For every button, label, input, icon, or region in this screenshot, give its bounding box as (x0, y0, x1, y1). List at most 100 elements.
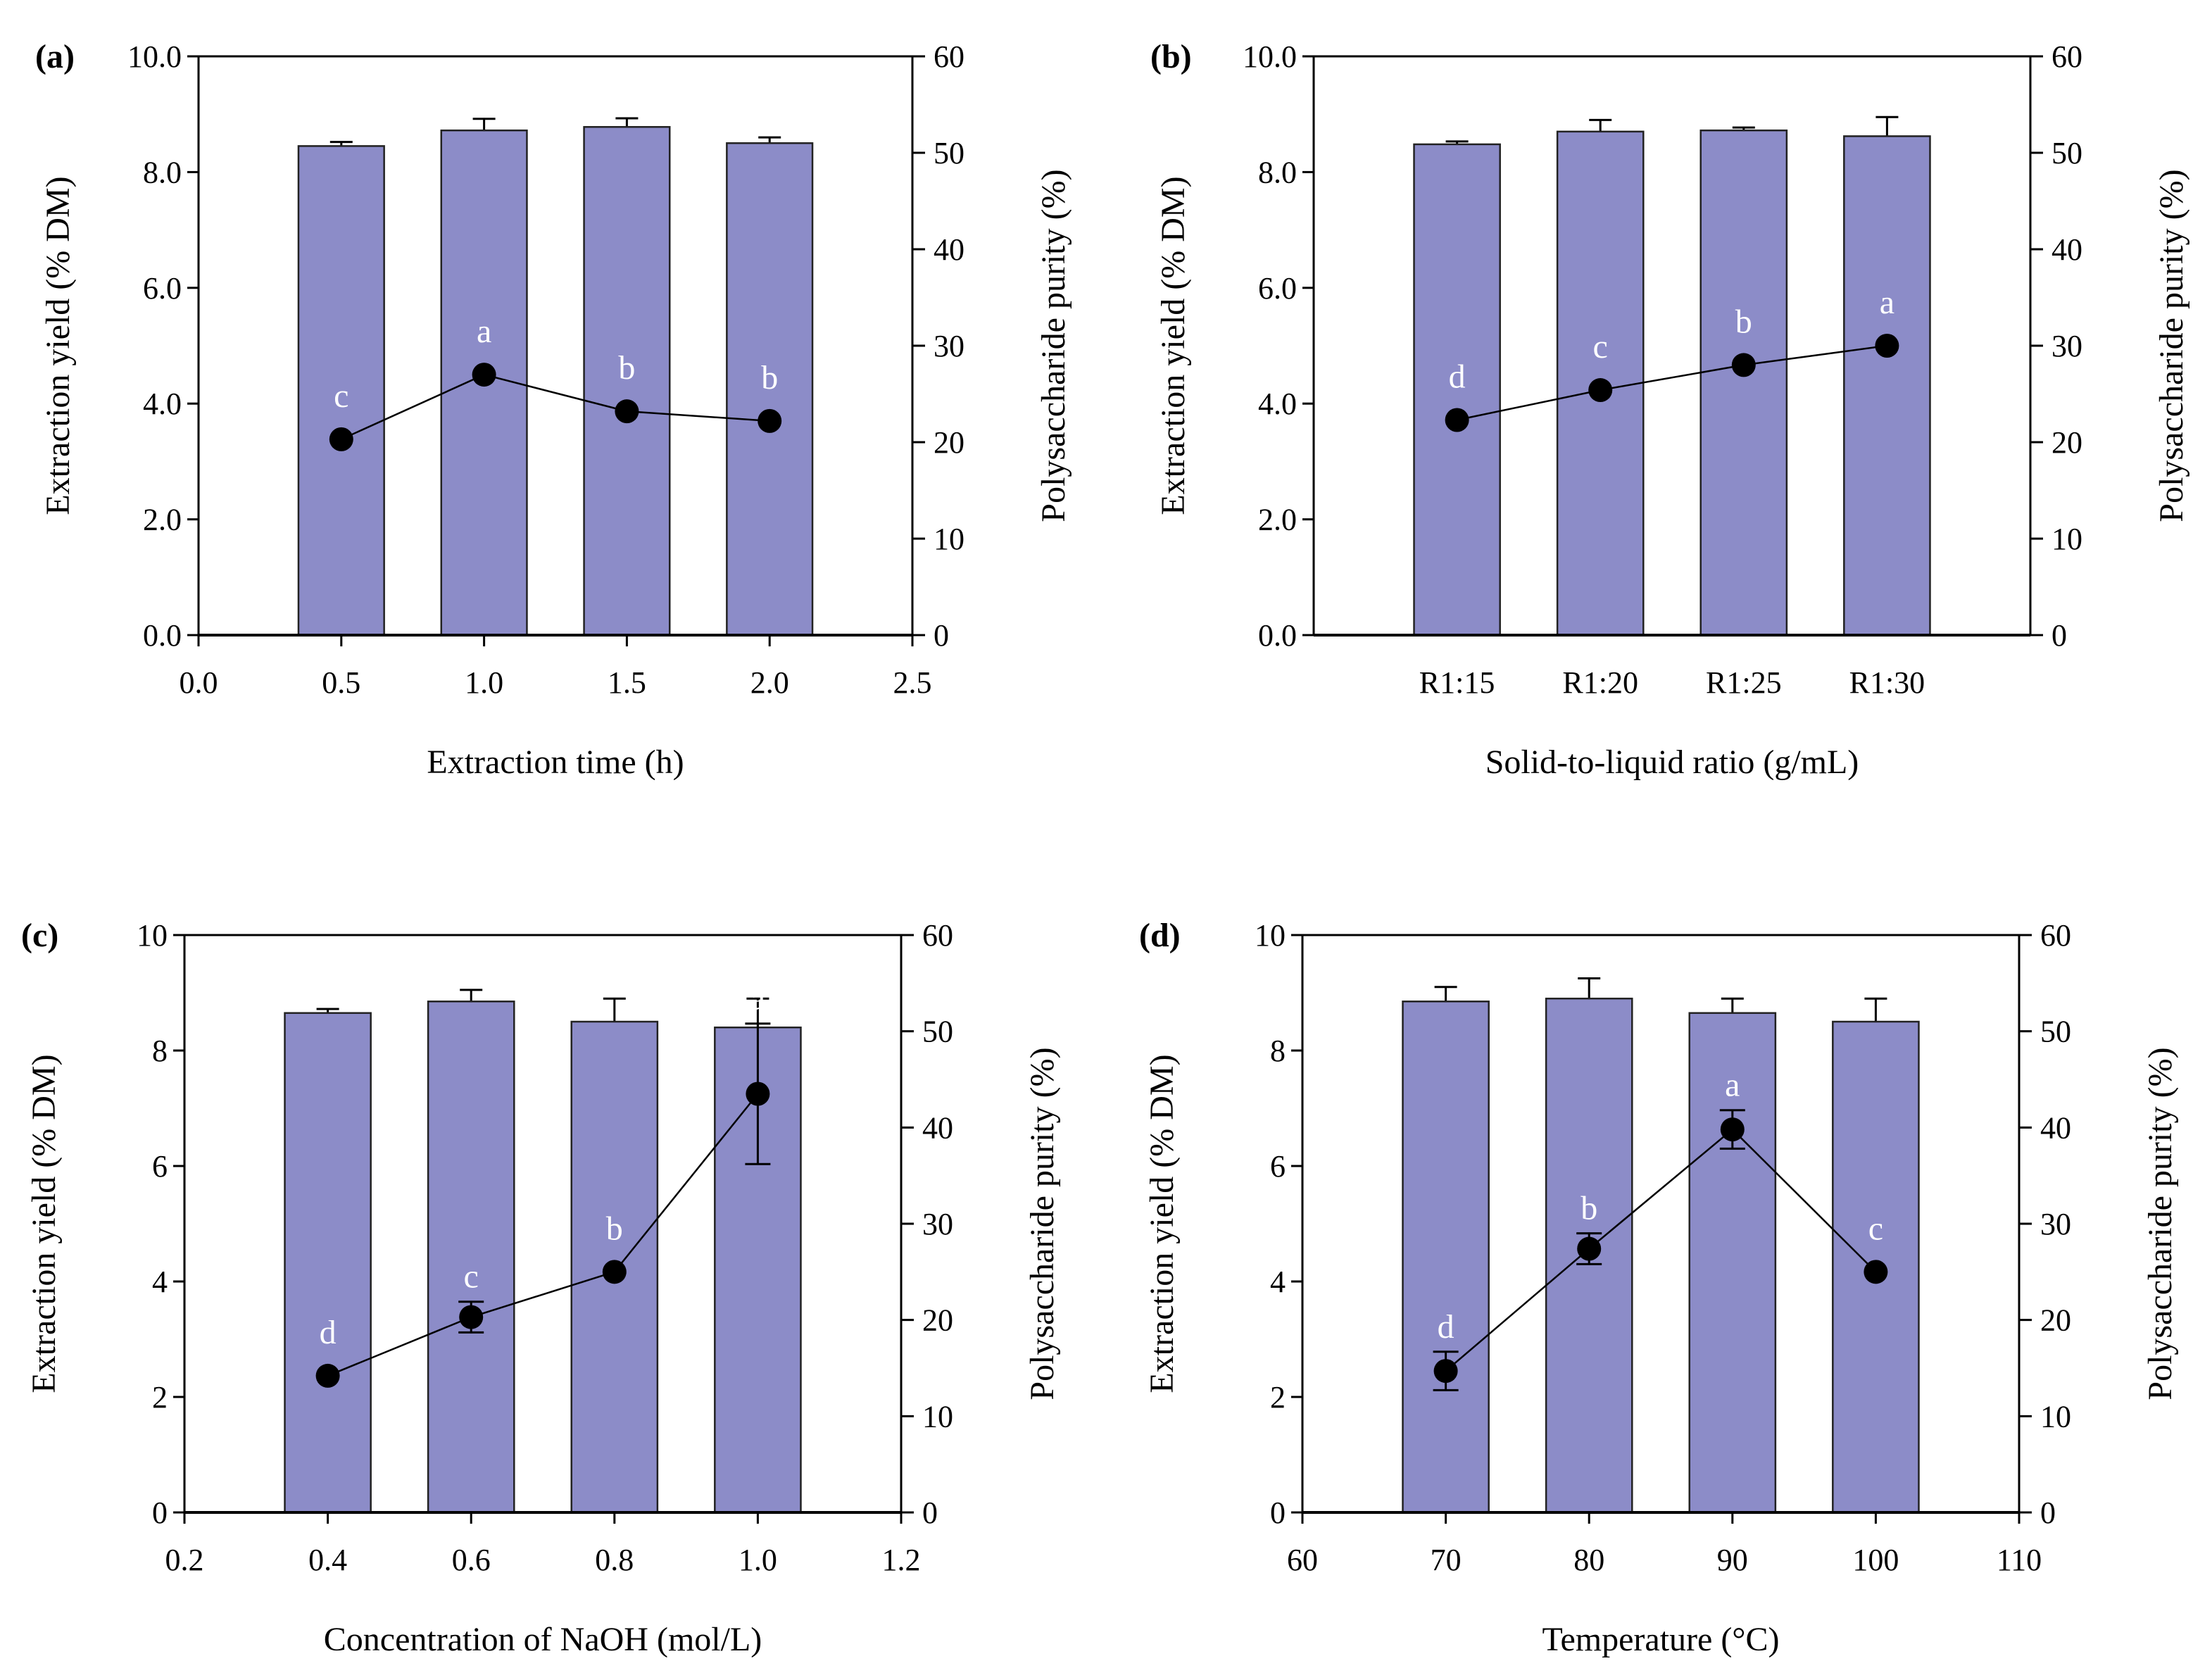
chart-panel-2: 0.0 2.0 4.0 6.0 8.0 10.0 0 10 20 30 40 50 60 R1:15 R1:… (1150, 38, 2190, 781)
y2-tick-label: 0 (934, 618, 949, 653)
y2-tick-label: 40 (922, 1110, 953, 1145)
x-tick-label: 1.5 (608, 665, 646, 700)
significance-letter: a (477, 313, 491, 350)
bar (1413, 143, 1501, 637)
y2-tick-label: 50 (2051, 136, 2082, 170)
x-tick-label: 0.0 (180, 665, 218, 700)
x-tick-label: 0.4 (308, 1543, 347, 1577)
purity-point (1433, 1359, 1458, 1384)
significance-letter: b (606, 1210, 623, 1247)
x-tick-label: 100 (1852, 1543, 1899, 1577)
y-tick-label: 0.0 (143, 618, 182, 653)
y-tick-label: 8.0 (143, 155, 182, 189)
y2-tick-label: 10 (922, 1399, 953, 1434)
x-category-label: R1:30 (1849, 665, 1925, 700)
purity-point (1875, 334, 1899, 358)
y-axis-title: Extraction yield (% DM) (25, 1054, 63, 1393)
x-tick-label: 60 (1287, 1543, 1318, 1577)
purity-point (615, 399, 639, 424)
y2-tick-label: 50 (2040, 1015, 2071, 1049)
y2-axis-title: Polysaccharide purity (%) (2142, 1047, 2179, 1400)
purity-point (472, 363, 496, 387)
chart-panel-3: 0 2 4 6 8 10 0 10 20 30 40 50 60 0.2 0.4 0.6 0.8 1.0 1.2 d c… (21, 917, 1061, 1658)
significance-letter: b (761, 359, 778, 396)
purity-line (341, 373, 770, 441)
x-tick-label: 70 (1431, 1543, 1462, 1577)
bar (427, 1001, 515, 1514)
x-axis-title: Extraction time (h) (427, 744, 684, 781)
significance-letter: d (1449, 358, 1466, 395)
purity-line (327, 1093, 759, 1377)
y2-tick-label: 40 (2040, 1110, 2071, 1145)
purity-point (1588, 378, 1613, 403)
y2-tick-label: 10 (2051, 522, 2082, 556)
purity-point (758, 408, 782, 433)
y-tick-label: 0 (152, 1496, 168, 1530)
significance-letter: b (618, 349, 635, 387)
bar (297, 145, 385, 637)
significance-letter: c (334, 377, 348, 415)
x-category-label: R1:25 (1706, 665, 1782, 700)
x-tick-label: 110 (1997, 1543, 2042, 1577)
y-axis-title: Extraction yield (% DM) (1143, 1054, 1181, 1393)
significance-letter: c (1868, 1210, 1883, 1247)
significance-letter: a (1880, 284, 1894, 321)
y2-tick-label: 50 (934, 136, 964, 170)
y-tick-label: 10 (137, 918, 168, 953)
y-tick-label: 6.0 (143, 271, 182, 306)
bar (1699, 129, 1788, 637)
significance-letter: c (1593, 328, 1608, 365)
y-axis-title: Extraction yield (% DM) (1155, 176, 1192, 515)
bar (1843, 135, 1931, 637)
purity-point (315, 1363, 340, 1388)
purity-point (459, 1305, 484, 1329)
y2-tick-label: 20 (2051, 425, 2082, 460)
x-tick-label: 0.8 (595, 1543, 634, 1577)
y2-tick-label: 40 (2051, 232, 2082, 267)
purity-point (1577, 1236, 1602, 1261)
y-tick-label: 0 (1270, 1496, 1286, 1530)
y-tick-label: 6 (1270, 1149, 1286, 1184)
panel-label: (b) (1150, 38, 1192, 75)
x-tick-label: 0.2 (165, 1543, 204, 1577)
y-tick-label: 8 (152, 1034, 168, 1068)
x-category-label: R1:15 (1419, 665, 1495, 700)
x-tick-label: 0.5 (322, 665, 360, 700)
x-axis-title: Solid-to-liquid ratio (g/mL) (1485, 744, 1859, 781)
y-tick-label: 6.0 (1258, 271, 1297, 306)
significance-letter: d (1438, 1308, 1454, 1346)
y2-tick-label: 60 (934, 39, 964, 74)
y-tick-label: 10 (1255, 918, 1286, 953)
purity-point (602, 1260, 627, 1284)
y-tick-label: 10.0 (127, 39, 182, 74)
significance-letter: a (1725, 1067, 1740, 1104)
x-tick-label: 1.0 (465, 665, 503, 700)
panel-label: (a) (35, 38, 75, 75)
x-tick-label: 1.2 (882, 1543, 921, 1577)
x-axis-title: Concentration of NaOH (mol/L) (324, 1621, 762, 1658)
y2-tick-label: 30 (2051, 329, 2082, 363)
y2-tick-label: 10 (2040, 1399, 2071, 1434)
y-axis-title: Extraction yield (% DM) (39, 176, 77, 515)
y-tick-label: 0.0 (1258, 618, 1297, 653)
y2-tick-label: 20 (2040, 1303, 2071, 1338)
y2-tick-label: 30 (922, 1207, 953, 1241)
bar (726, 142, 814, 637)
y2-tick-label: 10 (934, 522, 964, 556)
y-tick-label: 4.0 (143, 387, 182, 421)
significance-letter: d (320, 1314, 337, 1351)
y-tick-label: 2.0 (1258, 503, 1297, 537)
bar (583, 126, 671, 637)
significance-letter: a (750, 980, 765, 1017)
purity-point (1731, 353, 1756, 377)
x-tick-label: 0.6 (452, 1543, 491, 1577)
y2-tick-label: 0 (2040, 1496, 2056, 1530)
panel-label: (d) (1139, 917, 1181, 954)
y2-axis-title: Polysaccharide purity (%) (1035, 169, 1072, 522)
y-tick-label: 4 (1270, 1265, 1286, 1299)
panel-label: (c) (21, 917, 58, 954)
x-axis-title: Temperature (°C) (1542, 1621, 1779, 1658)
x-tick-label: 2.0 (750, 665, 789, 700)
